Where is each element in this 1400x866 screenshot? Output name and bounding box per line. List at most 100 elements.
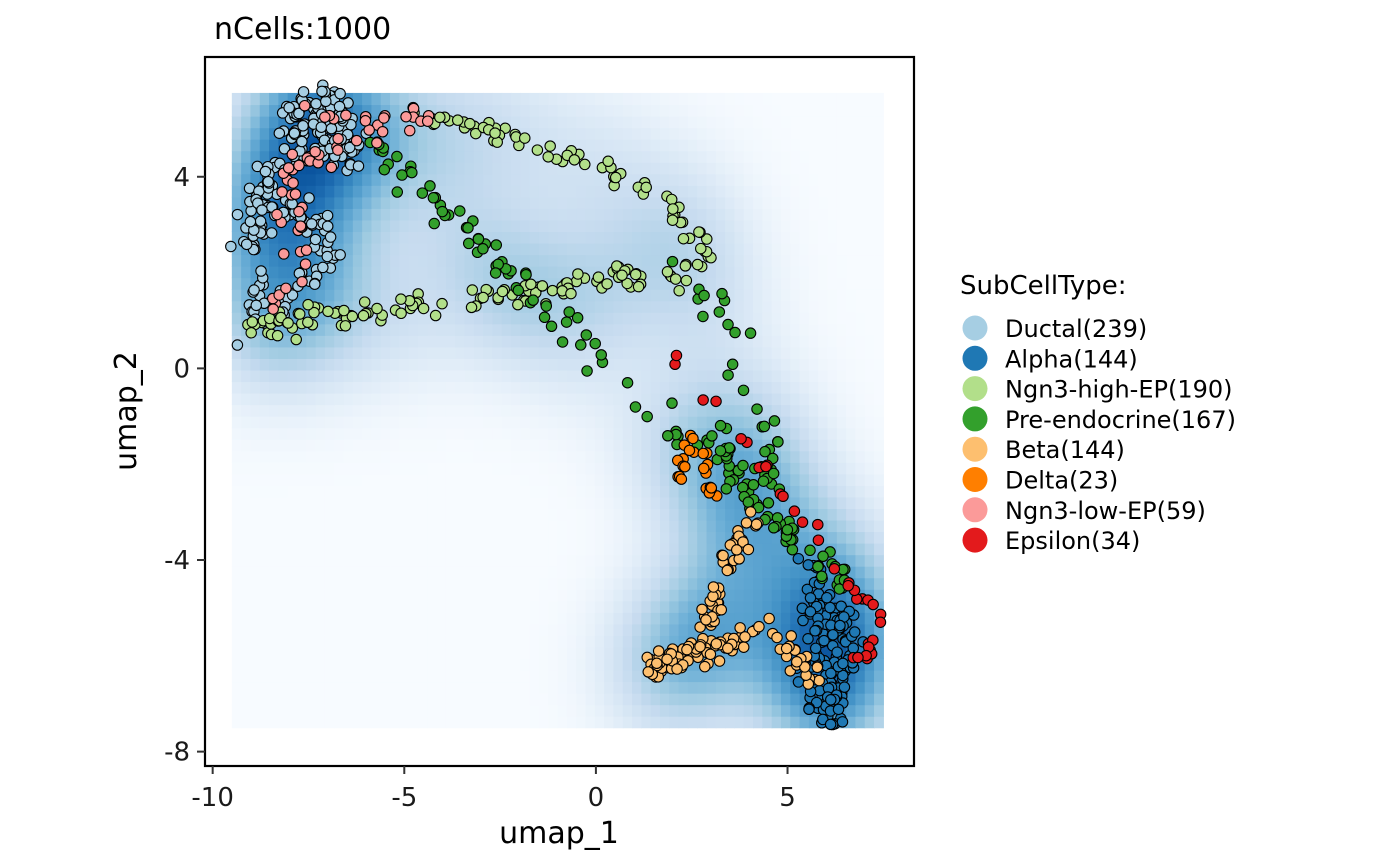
density-cell bbox=[585, 116, 596, 129]
density-cell bbox=[743, 554, 754, 567]
density-cell bbox=[734, 473, 745, 486]
density-cell bbox=[697, 173, 708, 186]
density-cell bbox=[836, 369, 847, 383]
density-cell bbox=[445, 693, 456, 706]
density-cell bbox=[576, 635, 587, 648]
density-cell bbox=[874, 485, 884, 498]
density-cell bbox=[632, 127, 642, 140]
density-cell bbox=[874, 173, 884, 186]
density-cell bbox=[511, 254, 521, 267]
density-cell bbox=[846, 669, 857, 683]
density-cell bbox=[231, 277, 242, 290]
density-cell bbox=[715, 312, 726, 325]
density-cell bbox=[576, 531, 587, 544]
density-cell bbox=[762, 116, 773, 129]
density-cell bbox=[594, 127, 605, 140]
density-cell bbox=[287, 427, 298, 440]
density-cell bbox=[371, 254, 382, 267]
density-cell bbox=[492, 404, 503, 417]
density-cell bbox=[296, 646, 307, 660]
density-cell bbox=[334, 277, 345, 290]
density-cell bbox=[576, 623, 587, 636]
density-cell bbox=[557, 404, 568, 417]
density-cell bbox=[846, 323, 857, 336]
density-cell bbox=[269, 716, 279, 729]
density-cell bbox=[641, 508, 652, 521]
density-cell bbox=[296, 704, 307, 717]
density-cell bbox=[501, 669, 512, 683]
data-point bbox=[828, 563, 841, 575]
series-epsilon bbox=[669, 349, 887, 665]
density-cell bbox=[352, 543, 363, 556]
density-cell bbox=[538, 496, 549, 509]
density-cell bbox=[836, 300, 847, 313]
density-cell bbox=[399, 277, 410, 290]
density-cell bbox=[864, 381, 875, 394]
density-cell bbox=[678, 543, 689, 556]
density-cell bbox=[566, 669, 577, 683]
density-cell bbox=[269, 508, 279, 521]
density-cell bbox=[613, 162, 624, 175]
density-cell bbox=[678, 589, 689, 602]
density-cell bbox=[380, 462, 391, 475]
density-cell bbox=[445, 92, 456, 106]
density-cell bbox=[529, 92, 540, 106]
density-cell bbox=[753, 381, 763, 394]
density-cell bbox=[641, 139, 652, 152]
density-cell bbox=[659, 369, 670, 383]
density-cell bbox=[269, 427, 279, 440]
density-cell bbox=[557, 693, 568, 706]
density-cell bbox=[632, 323, 642, 336]
density-cell bbox=[445, 473, 456, 486]
density-cell bbox=[250, 450, 261, 463]
density-cell bbox=[613, 485, 624, 498]
density-cell bbox=[390, 116, 400, 129]
density-cell bbox=[464, 266, 475, 279]
density-cell bbox=[650, 127, 661, 140]
density-cell bbox=[650, 612, 661, 625]
density-cell bbox=[241, 277, 252, 290]
density-cell bbox=[287, 473, 298, 486]
density-cell bbox=[864, 716, 875, 729]
density-cell bbox=[436, 312, 447, 325]
density-cell bbox=[483, 92, 494, 106]
density-cell bbox=[511, 612, 521, 625]
density-cell bbox=[390, 635, 400, 648]
data-point bbox=[282, 162, 295, 174]
data-point bbox=[289, 188, 302, 200]
density-cell bbox=[371, 566, 382, 579]
density-cell bbox=[715, 358, 726, 371]
density-cell bbox=[622, 681, 633, 694]
density-cell bbox=[659, 704, 670, 717]
density-cell bbox=[399, 716, 410, 729]
density-cell bbox=[576, 231, 587, 244]
density-cell bbox=[399, 139, 410, 152]
density-cell bbox=[250, 681, 261, 694]
density-cell bbox=[585, 669, 596, 683]
density-cell bbox=[362, 716, 373, 729]
density-cell bbox=[380, 577, 391, 590]
density-cell bbox=[408, 219, 419, 233]
density-cell bbox=[734, 335, 745, 348]
density-cell bbox=[408, 473, 419, 486]
density-cell bbox=[548, 231, 559, 244]
density-cell bbox=[306, 566, 317, 579]
density-cell bbox=[808, 242, 819, 256]
density-cell bbox=[334, 543, 345, 556]
density-cell bbox=[445, 646, 456, 660]
density-cell bbox=[343, 635, 354, 648]
density-cell bbox=[790, 381, 801, 394]
density-cell bbox=[613, 208, 624, 221]
density-cell bbox=[594, 716, 605, 729]
density-cell bbox=[352, 104, 363, 117]
density-cell bbox=[641, 266, 652, 279]
density-cell bbox=[557, 496, 568, 509]
density-cell bbox=[669, 185, 680, 198]
density-cell bbox=[231, 669, 242, 683]
density-cell bbox=[734, 669, 745, 683]
density-cell bbox=[464, 623, 475, 636]
density-cell bbox=[585, 543, 596, 556]
density-cell bbox=[687, 612, 698, 625]
density-cell bbox=[585, 416, 596, 429]
density-cell bbox=[241, 162, 252, 175]
